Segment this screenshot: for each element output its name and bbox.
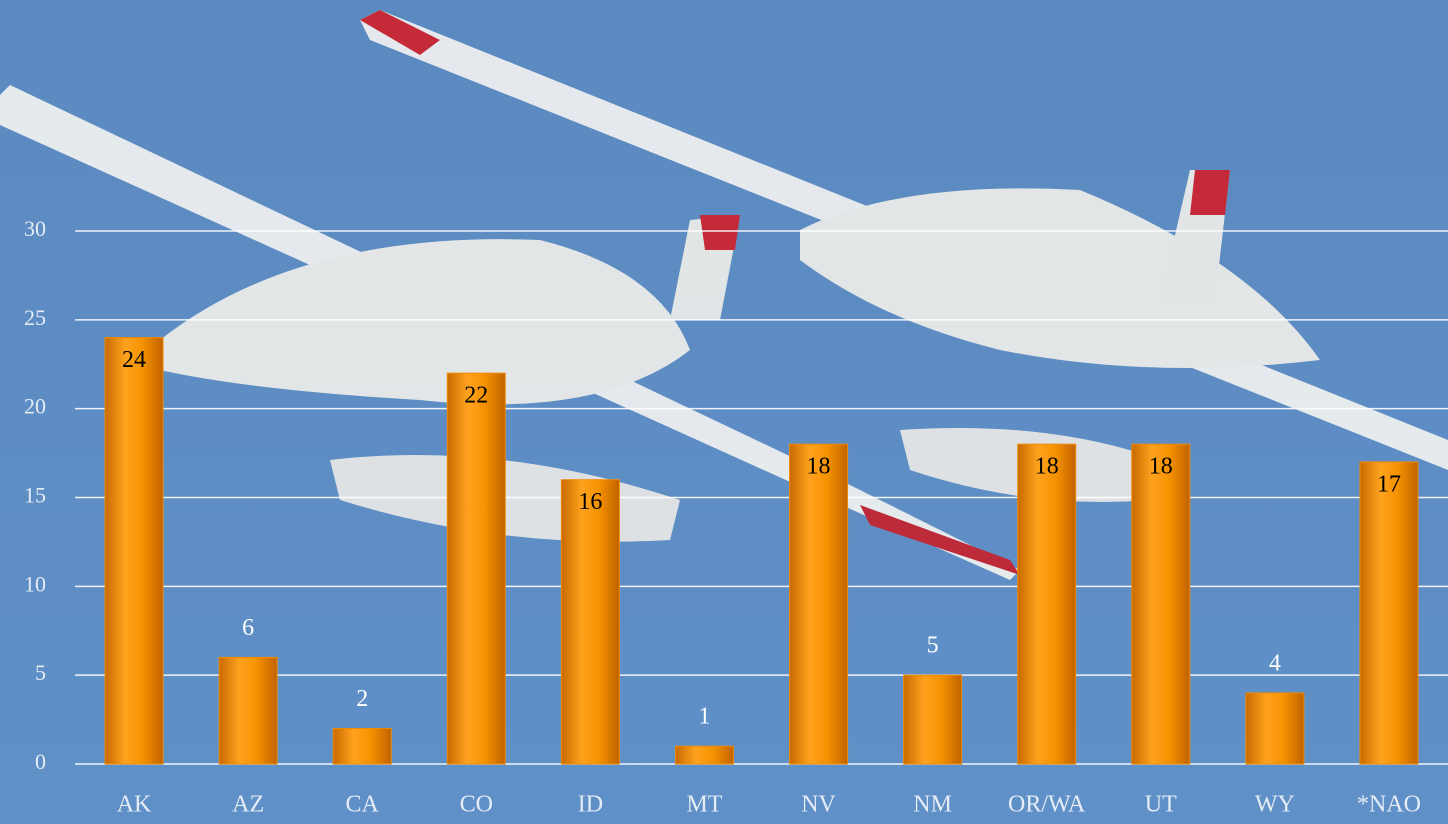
bar [1018, 444, 1076, 764]
x-tick-label: ID [578, 792, 603, 818]
bar [561, 480, 619, 764]
x-tick-label: UT [1145, 792, 1177, 818]
x-tick-label: NM [913, 792, 952, 818]
value-label: 17 [1377, 471, 1401, 497]
bar [904, 675, 962, 764]
y-tick-label: 0 [35, 749, 46, 774]
value-label: 5 [927, 633, 939, 659]
x-tick-label: NV [801, 792, 836, 818]
y-tick-label: 5 [35, 660, 46, 685]
value-label: 16 [578, 489, 602, 515]
x-tick-label: AK [117, 792, 152, 818]
value-label: 2 [356, 686, 368, 712]
y-tick-label: 25 [24, 305, 46, 330]
y-tick-label: 15 [24, 483, 46, 508]
value-label: 1 [698, 704, 710, 730]
value-label: 18 [807, 454, 831, 480]
background [0, 0, 1448, 824]
x-tick-label: MT [686, 792, 722, 818]
y-tick-label: 10 [24, 571, 46, 596]
bar [333, 728, 391, 764]
bar [1132, 444, 1190, 764]
x-tick-label: *NAO [1357, 792, 1421, 818]
bar [105, 338, 163, 764]
y-tick-label: 20 [24, 394, 46, 419]
bar [447, 373, 505, 764]
page: 0 5 10 15 20 25 30 AK 24 AZ 6 CA 2 CO 22 ID 16 MT 1 NV 18 NM 5… [0, 0, 1448, 824]
y-tick-label: 30 [24, 216, 46, 241]
bar [1246, 693, 1304, 764]
bar [1360, 462, 1418, 764]
x-tick-label: WY [1255, 792, 1295, 818]
bar [790, 444, 848, 764]
value-label: 24 [122, 347, 146, 373]
bar [219, 657, 277, 764]
value-label: 6 [242, 615, 254, 641]
x-tick-label: CO [460, 792, 493, 818]
x-tick-label: AZ [232, 792, 264, 818]
value-label: 18 [1149, 454, 1173, 480]
chart: 0 5 10 15 20 25 30 AK 24 AZ 6 CA 2 CO 22 ID 16 MT 1 NV 18 NM 5… [0, 0, 1448, 824]
value-label: 22 [464, 383, 488, 409]
bar [675, 746, 733, 764]
value-label: 18 [1035, 454, 1059, 480]
value-label: 4 [1269, 650, 1281, 676]
x-tick-label: CA [346, 792, 380, 818]
x-tick-label: OR/WA [1008, 792, 1086, 818]
